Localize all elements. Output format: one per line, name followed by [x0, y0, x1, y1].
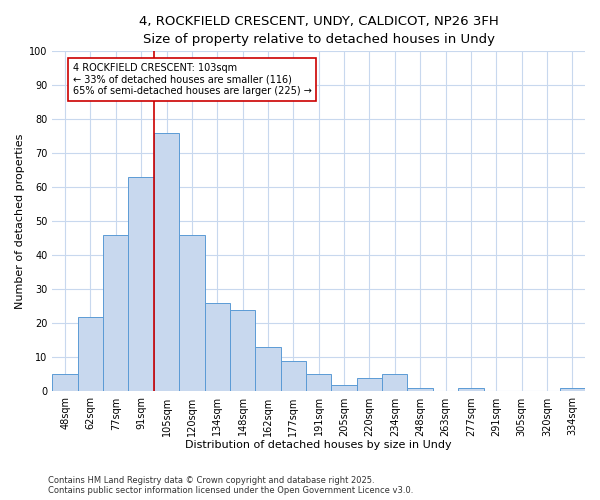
Bar — [331, 384, 357, 392]
Bar — [52, 374, 78, 392]
Bar — [128, 177, 154, 392]
Title: 4, ROCKFIELD CRESCENT, UNDY, CALDICOT, NP26 3FH
Size of property relative to det: 4, ROCKFIELD CRESCENT, UNDY, CALDICOT, N… — [139, 15, 499, 46]
Bar — [103, 235, 128, 392]
Text: Contains HM Land Registry data © Crown copyright and database right 2025.
Contai: Contains HM Land Registry data © Crown c… — [48, 476, 413, 495]
Bar — [78, 316, 103, 392]
Bar — [382, 374, 407, 392]
Bar — [306, 374, 331, 392]
Bar — [560, 388, 585, 392]
Y-axis label: Number of detached properties: Number of detached properties — [15, 134, 25, 309]
X-axis label: Distribution of detached houses by size in Undy: Distribution of detached houses by size … — [185, 440, 452, 450]
Bar — [357, 378, 382, 392]
Bar — [179, 235, 205, 392]
Bar — [230, 310, 255, 392]
Bar — [458, 388, 484, 392]
Bar — [407, 388, 433, 392]
Bar — [281, 361, 306, 392]
Bar — [255, 348, 281, 392]
Bar — [154, 133, 179, 392]
Text: 4 ROCKFIELD CRESCENT: 103sqm
← 33% of detached houses are smaller (116)
65% of s: 4 ROCKFIELD CRESCENT: 103sqm ← 33% of de… — [73, 63, 311, 96]
Bar — [205, 303, 230, 392]
